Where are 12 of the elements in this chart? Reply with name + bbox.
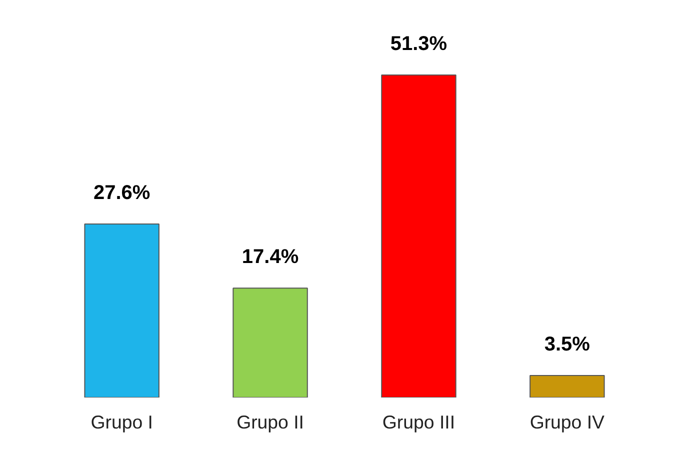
data-label: 27.6%	[93, 182, 150, 204]
bar	[530, 374, 605, 398]
bar	[232, 288, 308, 398]
data-label: 17.4%	[242, 246, 299, 268]
data-label: 51.3%	[390, 33, 448, 55]
x-tick-label: Grupo II	[236, 412, 304, 432]
x-tick-label: Grupo IV	[530, 412, 606, 432]
bar	[381, 74, 456, 398]
x-tick-label: Grupo I	[90, 412, 153, 432]
x-tick-label: Grupo III	[382, 412, 456, 432]
bar	[84, 223, 160, 398]
data-label: 3.5%	[544, 333, 590, 356]
